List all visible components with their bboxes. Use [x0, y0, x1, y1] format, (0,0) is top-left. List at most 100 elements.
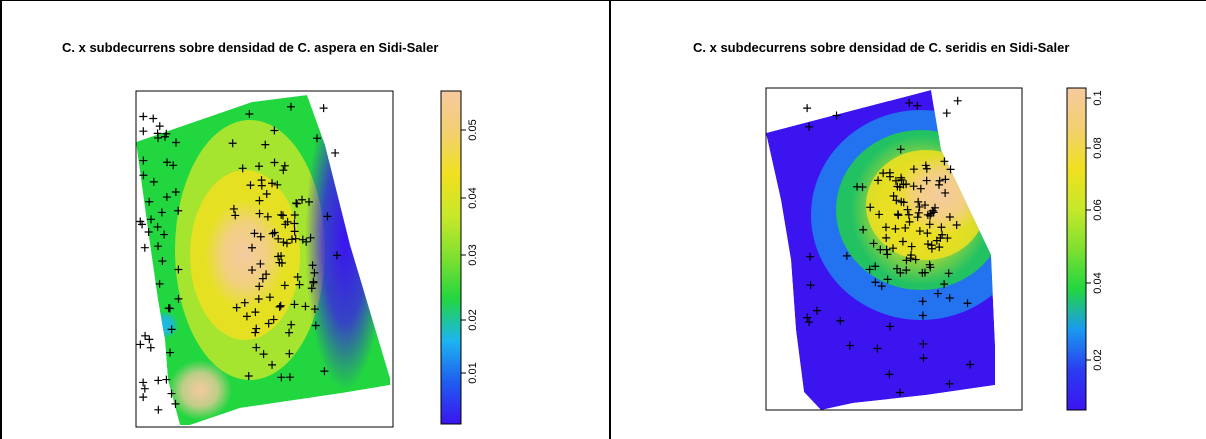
data-point-marker — [897, 197, 906, 206]
data-point-marker — [905, 98, 914, 107]
data-point-marker — [953, 96, 962, 105]
data-point-marker — [285, 373, 294, 382]
data-point-marker — [865, 265, 874, 274]
data-point-marker — [254, 294, 263, 303]
data-point-marker — [277, 373, 286, 382]
data-point-marker — [262, 189, 271, 198]
chart-panel-aspera: C. x subdecurrens sobre densidad de C. a… — [62, 40, 479, 428]
colorbar-tick-label: 0.1 — [1092, 90, 1104, 105]
data-point-marker — [319, 104, 328, 113]
data-point-marker — [310, 268, 319, 277]
data-point-marker — [139, 378, 148, 387]
data-point-marker — [902, 266, 911, 275]
data-point-marker — [139, 171, 148, 180]
data-point-marker — [166, 348, 175, 357]
data-point-marker — [886, 322, 895, 331]
data-point-marker — [933, 289, 942, 298]
data-point-marker — [904, 210, 913, 219]
data-point-marker — [250, 229, 259, 238]
data-point-marker — [897, 173, 906, 182]
data-point-marker — [145, 197, 154, 206]
data-point-marker — [845, 341, 854, 350]
data-point-marker — [909, 165, 918, 174]
data-point-marker — [290, 219, 299, 228]
data-point-marker — [270, 228, 279, 237]
data-point-marker — [889, 244, 898, 253]
data-point-marker — [292, 199, 301, 208]
plot-frame — [765, 87, 1023, 411]
data-point-marker — [893, 264, 902, 273]
frame-left-border — [0, 0, 2, 439]
data-point-marker — [146, 343, 155, 352]
data-point-marker — [306, 233, 315, 242]
data-point-marker — [268, 179, 277, 188]
data-point-marker — [883, 250, 892, 259]
heatmap-chart-seridis: 0.02 0.04 0.06 0.08 0.1 — [765, 87, 1104, 411]
data-point-marker — [877, 282, 886, 291]
data-point-marker — [246, 181, 255, 190]
data-point-marker — [963, 299, 972, 308]
data-point-marker — [262, 270, 271, 279]
data-point-marker — [805, 318, 814, 327]
data-point-marker — [285, 349, 294, 358]
colorbar-tick-label: 0.08 — [1092, 137, 1104, 158]
data-point-marker — [920, 268, 929, 277]
data-point-marker — [945, 293, 954, 302]
data-point-marker — [228, 139, 237, 148]
data-point-marker — [280, 161, 289, 170]
colorbar-tick-label: 0.06 — [1092, 199, 1104, 220]
data-point-marker — [898, 237, 907, 246]
heatmap-chart-aspera: 0.01 0.02 0.03 0.04 0.05 — [135, 90, 479, 428]
data-point-marker — [895, 388, 904, 397]
data-point-marker — [261, 140, 270, 149]
data-point-marker — [301, 302, 310, 311]
data-point-marker — [290, 227, 299, 236]
data-point-marker — [305, 197, 314, 206]
data-point-marker — [871, 262, 880, 271]
data-point-marker — [167, 389, 176, 398]
data-point-marker — [935, 180, 944, 189]
data-point-marker — [287, 320, 296, 329]
data-point-marker — [943, 234, 952, 243]
data-point-marker — [279, 166, 288, 175]
data-point-marker — [310, 305, 319, 314]
data-point-marker — [283, 217, 292, 226]
data-point-marker — [307, 284, 316, 293]
colorbar-tick-label: 0.04 — [1092, 272, 1104, 293]
data-point-marker — [875, 210, 884, 219]
data-point-marker — [946, 165, 955, 174]
data-point-marker — [155, 122, 164, 131]
data-point-marker — [293, 273, 302, 282]
data-point-marker — [937, 223, 946, 232]
data-point-marker — [914, 208, 923, 217]
data-point-marker — [169, 161, 178, 170]
data-point-marker — [309, 277, 318, 286]
data-point-marker — [803, 313, 812, 322]
chart-title: C. x subdecurrens sobre densidad de C. s… — [693, 40, 1070, 55]
data-point-marker — [913, 101, 922, 110]
data-point-marker — [866, 203, 875, 212]
data-point-marker — [935, 243, 944, 252]
data-point-marker — [832, 111, 841, 120]
data-point-marker — [255, 196, 264, 205]
data-point-marker — [901, 223, 910, 232]
data-point-marker — [276, 301, 285, 310]
heatmap-hotspot — [168, 360, 232, 420]
data-point-marker — [907, 251, 916, 260]
data-point-marker — [805, 122, 814, 131]
data-point-marker — [952, 220, 961, 229]
data-point-marker — [874, 176, 883, 185]
data-point-marker — [139, 127, 148, 136]
data-point-marker — [153, 129, 162, 138]
data-point-marker — [891, 176, 900, 185]
data-point-marker — [942, 109, 951, 118]
data-point-marker — [308, 261, 317, 270]
data-point-marker — [149, 114, 158, 123]
data-point-marker — [921, 161, 930, 170]
data-point-marker — [914, 197, 923, 206]
data-point-marker — [879, 169, 888, 178]
data-point-marker — [157, 208, 166, 217]
data-point-marker — [280, 281, 289, 290]
data-point-marker — [899, 180, 908, 189]
data-point-marker — [240, 298, 249, 307]
